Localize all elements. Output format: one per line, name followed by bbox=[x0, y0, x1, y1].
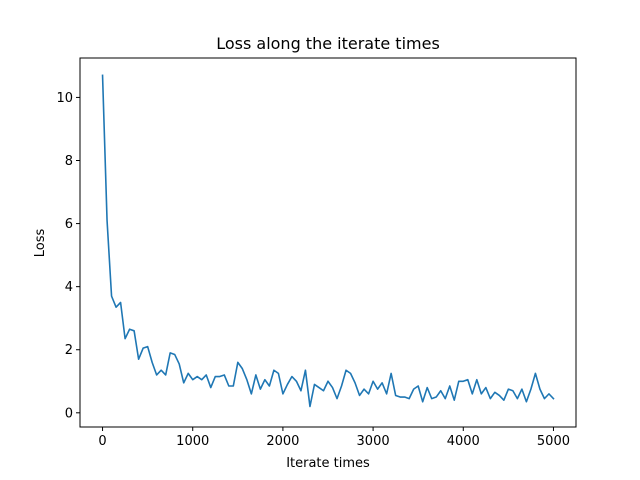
y-tick-label: 6 bbox=[65, 217, 73, 232]
x-tick-label: 5000 bbox=[537, 434, 570, 449]
x-tick-label: 1000 bbox=[176, 434, 209, 449]
y-tick-label: 4 bbox=[65, 280, 73, 295]
axes-frame bbox=[79, 57, 577, 428]
loss-series-line bbox=[101, 74, 555, 408]
y-axis: 0 2 4 6 8 10 bbox=[56, 91, 80, 421]
y-tick-label: 2 bbox=[65, 343, 73, 358]
x-tick-label: 3000 bbox=[357, 434, 390, 449]
x-tick-label: 4000 bbox=[447, 434, 480, 449]
y-axis-title: Loss bbox=[33, 229, 48, 258]
y-tick-label: 8 bbox=[65, 154, 73, 169]
chart-title: Loss along the iterate times bbox=[216, 34, 440, 53]
y-tick-label: 10 bbox=[56, 91, 73, 106]
x-tick-label: 2000 bbox=[266, 434, 299, 449]
x-axis-title: Iterate times bbox=[286, 456, 370, 471]
x-tick-label: 0 bbox=[98, 434, 106, 449]
plot-area bbox=[101, 74, 555, 408]
x-axis: 0 1000 2000 3000 4000 5000 bbox=[98, 427, 570, 449]
y-tick-label: 0 bbox=[65, 406, 73, 421]
